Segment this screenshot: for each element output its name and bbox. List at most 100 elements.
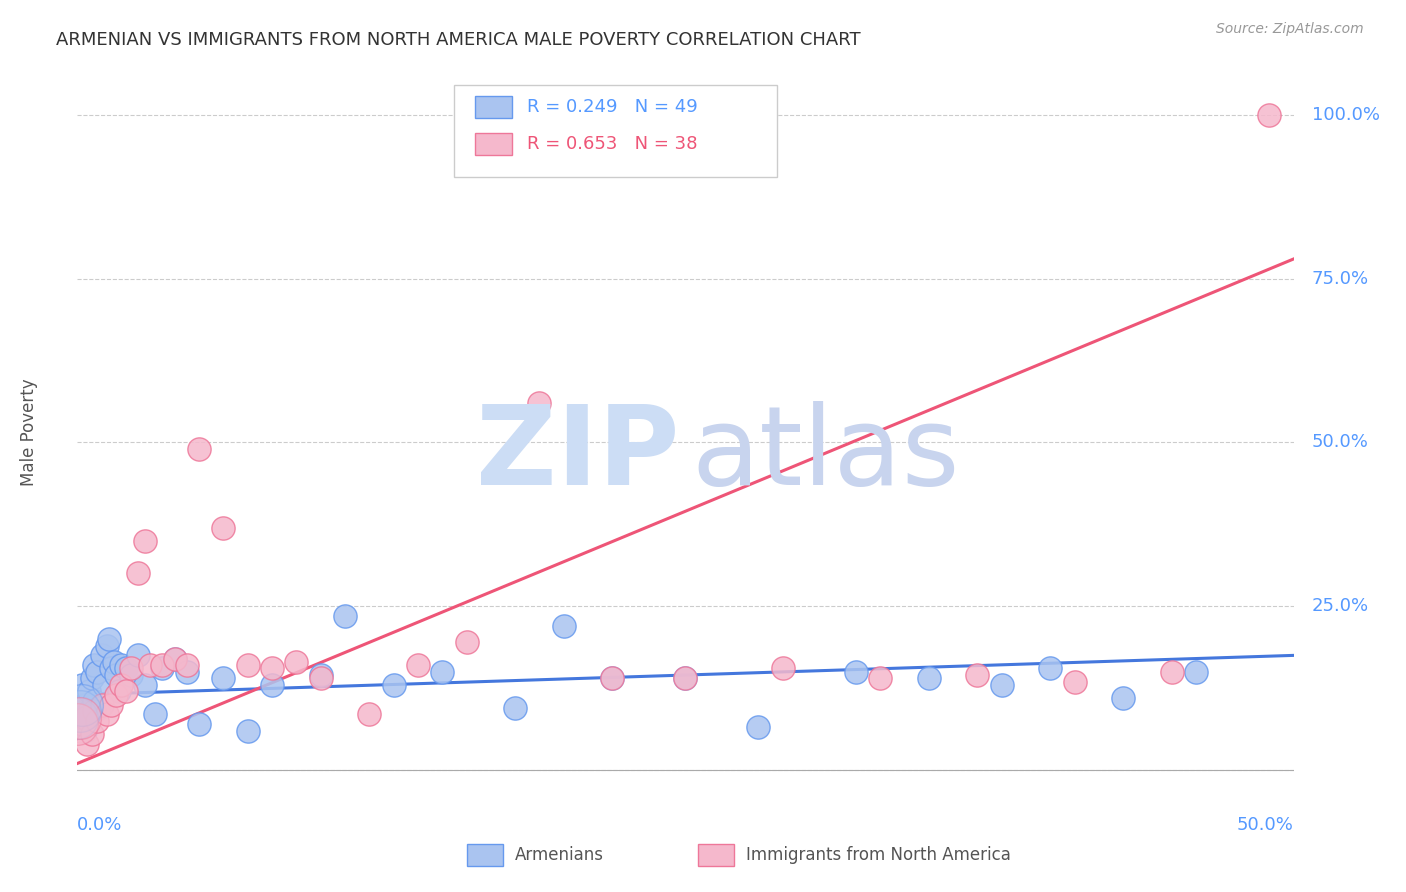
FancyBboxPatch shape — [454, 85, 776, 178]
Point — [406, 658, 429, 673]
Text: 25.0%: 25.0% — [1312, 598, 1369, 615]
Point — [212, 521, 235, 535]
Point — [430, 665, 453, 679]
Point — [76, 711, 98, 725]
Point — [772, 661, 794, 675]
Point — [176, 658, 198, 673]
Point — [966, 668, 988, 682]
Point — [69, 700, 91, 714]
Text: ZIP: ZIP — [477, 401, 679, 508]
Point — [163, 651, 186, 665]
Point — [110, 658, 132, 673]
Point — [83, 694, 105, 708]
Point — [127, 648, 149, 663]
Point — [188, 717, 211, 731]
Point — [83, 704, 105, 718]
Point — [152, 661, 174, 675]
Text: 100.0%: 100.0% — [1312, 106, 1379, 124]
Point — [163, 651, 186, 665]
Point — [69, 711, 91, 725]
Point — [309, 668, 332, 682]
Text: 75.0%: 75.0% — [1312, 269, 1369, 287]
Point — [990, 678, 1012, 692]
Point — [105, 688, 128, 702]
Point — [110, 678, 132, 692]
Point — [236, 658, 259, 673]
Point — [134, 678, 156, 692]
Text: atlas: atlas — [692, 401, 960, 508]
FancyBboxPatch shape — [475, 95, 512, 118]
Point — [918, 671, 941, 685]
Point — [86, 665, 108, 679]
Point — [1258, 108, 1281, 122]
Point — [152, 658, 174, 673]
Point — [675, 671, 697, 685]
Point — [309, 671, 332, 685]
Text: Male Poverty: Male Poverty — [20, 379, 38, 486]
Text: R = 0.653   N = 38: R = 0.653 N = 38 — [527, 135, 697, 153]
Point — [96, 707, 118, 722]
Text: 50.0%: 50.0% — [1237, 816, 1294, 834]
Point — [1161, 665, 1184, 679]
Point — [260, 678, 283, 692]
Point — [96, 639, 118, 653]
Text: Source: ZipAtlas.com: Source: ZipAtlas.com — [1216, 22, 1364, 37]
Point — [134, 533, 156, 548]
Point — [553, 619, 575, 633]
Point — [66, 711, 89, 725]
Point — [333, 609, 356, 624]
Point — [188, 442, 211, 456]
Point — [115, 684, 138, 698]
Point — [675, 671, 697, 685]
Point — [70, 698, 93, 712]
Point — [97, 632, 120, 646]
Point — [70, 717, 93, 731]
Point — [100, 661, 122, 675]
Text: 0.0%: 0.0% — [77, 816, 122, 834]
Point — [120, 668, 142, 682]
Point — [747, 721, 769, 735]
Point — [529, 396, 551, 410]
Point — [143, 707, 166, 722]
Point — [76, 737, 98, 751]
Point — [1112, 690, 1135, 705]
Point — [100, 698, 122, 712]
Text: Armenians: Armenians — [515, 846, 605, 863]
FancyBboxPatch shape — [697, 844, 734, 866]
Point — [456, 635, 478, 649]
Point — [212, 671, 235, 685]
Point — [1185, 665, 1208, 679]
Point — [73, 723, 96, 738]
Point — [359, 707, 381, 722]
Point — [602, 671, 624, 685]
FancyBboxPatch shape — [475, 133, 512, 155]
Point — [1063, 674, 1085, 689]
Point — [285, 655, 308, 669]
Point — [79, 684, 101, 698]
Text: R = 0.249   N = 49: R = 0.249 N = 49 — [527, 98, 697, 116]
Point — [93, 678, 115, 692]
Point — [260, 661, 283, 675]
Point — [382, 678, 405, 692]
Point — [69, 704, 91, 718]
Point — [1039, 661, 1062, 675]
Point — [90, 648, 112, 663]
Point — [73, 711, 96, 725]
Point — [105, 668, 128, 682]
Point — [127, 566, 149, 581]
Point — [236, 723, 259, 738]
Point — [80, 671, 103, 685]
FancyBboxPatch shape — [467, 844, 503, 866]
Point — [79, 704, 101, 718]
Text: ARMENIAN VS IMMIGRANTS FROM NORTH AMERICA MALE POVERTY CORRELATION CHART: ARMENIAN VS IMMIGRANTS FROM NORTH AMERIC… — [56, 31, 860, 49]
Point — [83, 658, 105, 673]
Point — [66, 717, 89, 731]
Point — [70, 678, 93, 692]
Point — [103, 655, 125, 669]
Point — [602, 671, 624, 685]
Point — [139, 658, 162, 673]
Point — [107, 684, 129, 698]
Text: Immigrants from North America: Immigrants from North America — [747, 846, 1011, 863]
Point — [845, 665, 868, 679]
Point — [869, 671, 891, 685]
